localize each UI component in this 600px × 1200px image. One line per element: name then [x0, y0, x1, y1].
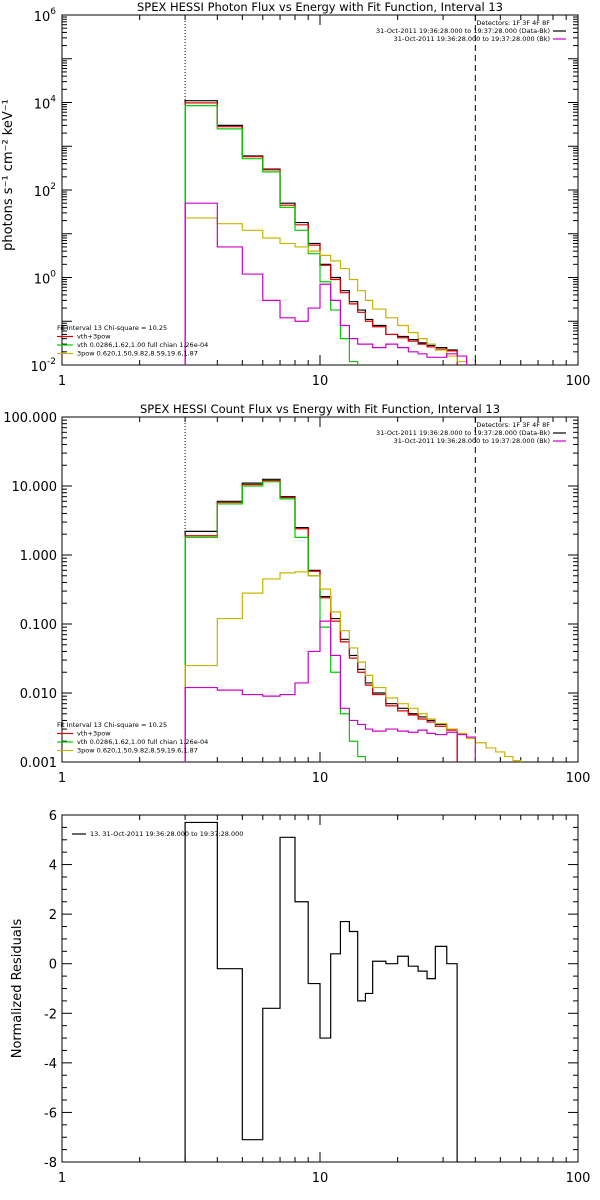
y-tick-label: 10-2: [30, 357, 56, 375]
legend-bottom-left: Fit Interval 13 Chi-square = 10.25vth+3p…: [57, 324, 208, 358]
chart-2: SPEX HESSI Count Flux vs Energy with Fit…: [3, 402, 590, 786]
series-group: [184, 100, 468, 365]
series-group: [184, 478, 522, 762]
chart-title: SPEX HESSI Count Flux vs Energy with Fit…: [140, 402, 500, 416]
legend-bottom-left: Fit Interval 13 Chi-square = 10.25vth+3p…: [57, 721, 208, 755]
x-tick-label: 100: [566, 771, 591, 786]
series-line-3: [184, 481, 367, 762]
y-tick-label: 106: [34, 7, 57, 25]
legend-entry: 31-Oct-2011 19:36:28.000 to 19:37:28.000…: [376, 429, 550, 437]
series-line-5: [184, 202, 468, 365]
x-tick-label: 10: [312, 1171, 329, 1186]
legend-entry: Detectors: 1F 3F 4F 8F: [476, 19, 550, 27]
legend-entry: 13. 31-Oct-2011 19:36:28.000 to 19:37:28…: [90, 830, 243, 838]
y-tick-label: 100: [34, 270, 57, 288]
legend-entry: Fit Interval 13 Chi-square = 10.25: [57, 324, 167, 332]
legend-entry: 3pow 0.620,1.50,9.82,8.59,19.6,1.87: [77, 747, 198, 755]
legend-entry: vth 0.0286,1.62,1.00 full chian 1.26e-04: [77, 341, 208, 349]
y-tick-label: -4: [44, 1057, 57, 1072]
legend-entry: 3pow 0.620,1.50,9.82,8.59,19.6,1.87: [77, 350, 198, 358]
series-line-3: [184, 104, 359, 365]
series-line-1: [184, 821, 458, 1162]
series-line-4: [184, 571, 522, 762]
chart-title: SPEX HESSI Photon Flux vs Energy with Fi…: [137, 0, 503, 14]
y-tick-label: 6: [49, 809, 57, 824]
series-line-2: [184, 479, 458, 762]
legend-entry: Detectors: 1F 3F 4F 8F: [476, 421, 550, 429]
y-axis-label: photons s⁻¹ cm⁻² keV⁻¹: [1, 99, 16, 251]
x-tick-label: 100: [566, 374, 591, 389]
x-tick-label: 10: [312, 771, 329, 786]
plot-frame: [61, 14, 579, 366]
y-tick-label: 0.100: [20, 618, 57, 633]
legend-entry: vth 0.0286,1.62,1.00 full chian 1.26e-04: [77, 738, 208, 746]
legend-entry: vth+3pow: [77, 333, 111, 341]
y-tick-label: 4: [49, 859, 57, 874]
y-axis-label: Normalized Residuals: [10, 919, 25, 1059]
legend-entry: 31-Oct-2011 19:36:28.000 to 19:37:28.000…: [394, 437, 550, 445]
series-line-4: [184, 217, 468, 365]
y-tick-label: 2: [49, 908, 57, 923]
y-tick-label: -8: [44, 1156, 57, 1171]
legend-entry: 31-Oct-2011 19:36:28.000 to 19:37:28.000…: [394, 35, 550, 43]
y-tick-label: 100.000: [3, 411, 57, 426]
legend-top-left: 13. 31-Oct-2011 19:36:28.000 to 19:37:28…: [72, 830, 243, 838]
y-tick-label: 0.001: [20, 756, 57, 771]
legend-entry: 31-Oct-2011 19:36:28.000 to 19:37:28.000…: [376, 27, 550, 35]
y-tick-label: 0: [49, 958, 57, 973]
y-tick-label: 1.000: [20, 549, 57, 564]
x-tick-label: 1: [58, 1171, 66, 1186]
series-line-5: [184, 620, 476, 762]
x-tick-label: 10: [312, 374, 329, 389]
series-line-1: [184, 100, 458, 365]
y-tick-label: -2: [44, 1007, 57, 1022]
y-tick-label: 0.010: [20, 687, 57, 702]
series-line-1: [184, 478, 458, 762]
chart-3: Normalized Residuals 1 10 100 -8 -6 -4 -2 0 2 4 6 13…: [10, 809, 590, 1186]
y-tick-label: 102: [34, 182, 56, 200]
x-tick-label: 1: [58, 374, 66, 389]
x-tick-label: 100: [566, 1171, 591, 1186]
legend-entry: Fit Interval 13 Chi-square = 10.25: [57, 721, 167, 729]
y-tick-label: 10.000: [12, 480, 58, 495]
chart-1: SPEX HESSI Photon Flux vs Energy with Fi…: [1, 0, 590, 389]
legend-entry: vth+3pow: [77, 730, 111, 738]
series-line-2: [184, 102, 458, 365]
series-group: [184, 821, 458, 1162]
x-tick-label: 1: [58, 771, 66, 786]
y-tick-label: -6: [44, 1106, 57, 1121]
y-tick-label: 104: [34, 95, 57, 113]
